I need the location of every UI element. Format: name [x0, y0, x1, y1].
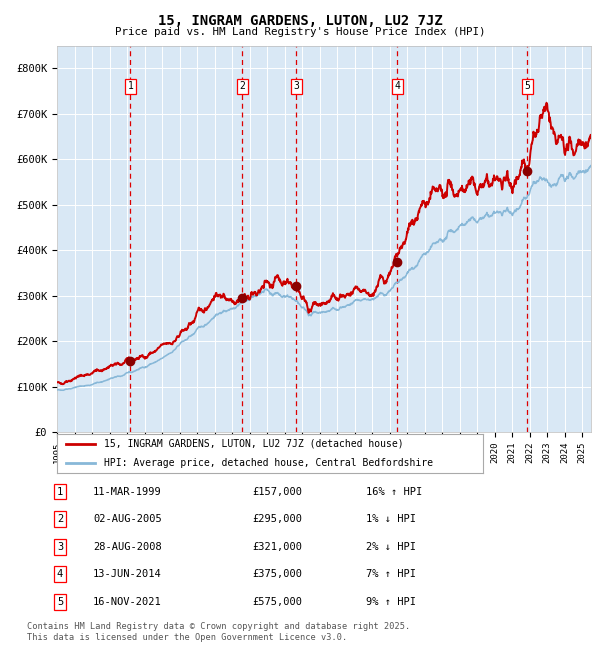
- Text: £157,000: £157,000: [252, 487, 302, 497]
- Text: £295,000: £295,000: [252, 514, 302, 524]
- Text: 15, INGRAM GARDENS, LUTON, LU2 7JZ (detached house): 15, INGRAM GARDENS, LUTON, LU2 7JZ (deta…: [104, 439, 403, 449]
- Text: 1: 1: [57, 487, 63, 497]
- Text: £375,000: £375,000: [252, 569, 302, 579]
- Text: 13-JUN-2014: 13-JUN-2014: [93, 569, 162, 579]
- Text: 11-MAR-1999: 11-MAR-1999: [93, 487, 162, 497]
- Text: Price paid vs. HM Land Registry's House Price Index (HPI): Price paid vs. HM Land Registry's House …: [115, 27, 485, 37]
- Text: 2% ↓ HPI: 2% ↓ HPI: [366, 541, 416, 552]
- Text: 1: 1: [127, 81, 133, 92]
- Text: 4: 4: [394, 81, 400, 92]
- Text: 9% ↑ HPI: 9% ↑ HPI: [366, 597, 416, 606]
- Text: 28-AUG-2008: 28-AUG-2008: [93, 541, 162, 552]
- Text: 5: 5: [57, 597, 63, 606]
- Text: 3: 3: [293, 81, 299, 92]
- Text: 16% ↑ HPI: 16% ↑ HPI: [366, 487, 422, 497]
- Text: HPI: Average price, detached house, Central Bedfordshire: HPI: Average price, detached house, Cent…: [104, 458, 433, 469]
- Text: 3: 3: [57, 541, 63, 552]
- Text: 16-NOV-2021: 16-NOV-2021: [93, 597, 162, 606]
- Text: 7% ↑ HPI: 7% ↑ HPI: [366, 569, 416, 579]
- Text: 4: 4: [57, 569, 63, 579]
- Text: 5: 5: [524, 81, 530, 92]
- Text: Contains HM Land Registry data © Crown copyright and database right 2025.
This d: Contains HM Land Registry data © Crown c…: [27, 622, 410, 642]
- Text: £321,000: £321,000: [252, 541, 302, 552]
- Text: 2: 2: [57, 514, 63, 524]
- Text: £575,000: £575,000: [252, 597, 302, 606]
- Text: 02-AUG-2005: 02-AUG-2005: [93, 514, 162, 524]
- Text: 1% ↓ HPI: 1% ↓ HPI: [366, 514, 416, 524]
- Text: 2: 2: [239, 81, 245, 92]
- Text: 15, INGRAM GARDENS, LUTON, LU2 7JZ: 15, INGRAM GARDENS, LUTON, LU2 7JZ: [158, 14, 442, 29]
